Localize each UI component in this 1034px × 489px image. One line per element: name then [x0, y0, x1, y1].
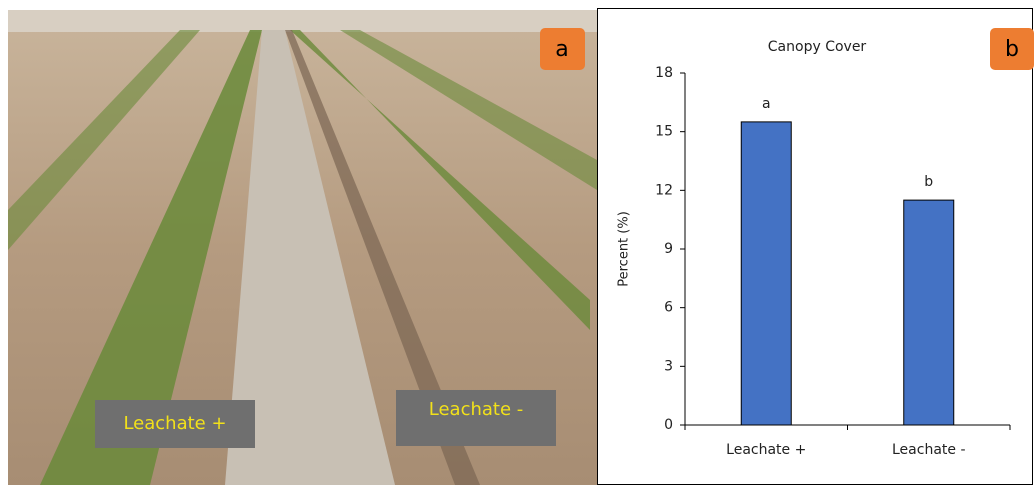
furrow [285, 30, 480, 485]
y-tick-label: 15 [655, 124, 673, 140]
y-tick-label: 9 [664, 241, 673, 257]
plant-row [340, 30, 597, 190]
y-axis-label: Percent (%) [617, 211, 632, 287]
y-tick-label: 18 [655, 65, 673, 81]
center-path [225, 30, 395, 485]
bar-annotation: a [762, 96, 771, 112]
plant-row [40, 30, 262, 485]
panel-label: b [1005, 37, 1019, 62]
chart-title: Canopy Cover [768, 39, 867, 55]
y-tick-label: 12 [655, 182, 673, 198]
bar-annotation: b [924, 174, 933, 190]
y-tick-label: 3 [664, 358, 673, 374]
photo: a Leachate + Leachate - [8, 10, 597, 485]
x-tick-label: Leachate - [892, 442, 966, 458]
label-box [95, 400, 255, 448]
plant-row [8, 30, 200, 250]
y-tick-label: 6 [664, 300, 673, 316]
label-box [396, 390, 556, 446]
photo-label: Leachate + [123, 413, 226, 434]
panel-label: a [555, 37, 568, 62]
panel-label-box [540, 28, 585, 70]
panel-label-box [990, 28, 1034, 70]
bar [740, 121, 792, 426]
chart-frame [597, 8, 1033, 485]
x-tick-label: Leachate + [726, 442, 806, 458]
horizon [8, 10, 597, 32]
bar [903, 199, 955, 426]
y-tick-label: 0 [664, 417, 673, 433]
photo-label: Leachate - [429, 399, 524, 420]
